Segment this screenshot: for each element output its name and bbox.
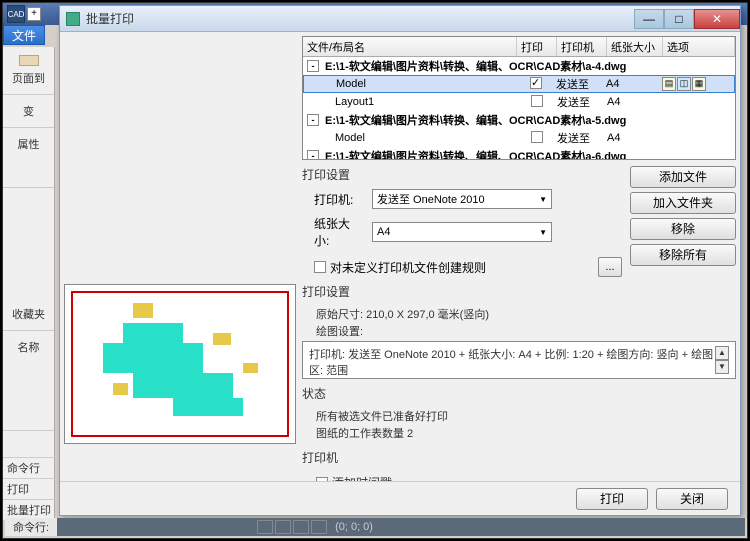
print-checkbox[interactable] bbox=[530, 77, 542, 89]
dialog-titlebar: 批量打印 — □ ✕ bbox=[60, 6, 740, 32]
paper-value: A4 bbox=[377, 226, 390, 238]
add-folder-button[interactable]: 加入文件夹 bbox=[630, 192, 736, 214]
opt-icon[interactable]: ▤ bbox=[662, 77, 676, 91]
opt-icon[interactable]: ▦ bbox=[692, 77, 706, 91]
status-coordinates: (0; 0; 0) bbox=[335, 521, 373, 533]
remove-button[interactable]: 移除 bbox=[630, 218, 736, 240]
options-cell: ▤◫▦ bbox=[662, 77, 734, 91]
dialog-icon bbox=[66, 12, 80, 26]
printer-cell: 发送至 bbox=[557, 94, 607, 110]
left-cmd[interactable]: 命令行 bbox=[3, 457, 55, 478]
status-icon[interactable] bbox=[275, 520, 291, 534]
table-header: 文件/布局名 打印 打印机 纸张大小 选项 bbox=[303, 37, 735, 57]
minimize-button[interactable]: — bbox=[634, 9, 664, 29]
paper-cell: A4 bbox=[606, 78, 662, 90]
print-button[interactable]: 打印 bbox=[576, 488, 648, 510]
undefined-rule-label: 对未定义打印机文件创建规则 bbox=[330, 259, 486, 276]
left-page-to[interactable]: 页面到 bbox=[3, 47, 54, 95]
config-text: 打印机: 发送至 OneNote 2010 + 纸张大小: A4 + 比例: 1… bbox=[309, 346, 715, 378]
th-name[interactable]: 文件/布局名 bbox=[303, 37, 517, 56]
status-sheets: 图纸的工作表数量 2 bbox=[302, 425, 736, 441]
paper-cell: A4 bbox=[607, 96, 663, 108]
dialog-footer: 打印 关闭 bbox=[60, 481, 740, 515]
left-panel: 页面到 变 属性 收藏夹 名称 命令行 打印 批量打印 bbox=[3, 47, 55, 520]
table-row[interactable]: -E:\1-软文编辑\图片资料\转换、编辑、OCR\CAD素材\a-6.dwg bbox=[303, 147, 735, 159]
chevron-down-icon: ▼ bbox=[539, 195, 547, 204]
opt-icon[interactable]: ◫ bbox=[677, 77, 691, 91]
left-batch[interactable]: 批量打印 bbox=[3, 499, 55, 520]
file-name: E:\1-软文编辑\图片资料\转换、编辑、OCR\CAD素材\a-6.dwg bbox=[323, 148, 735, 159]
th-options[interactable]: 选项 bbox=[663, 37, 735, 56]
layout-name: Model bbox=[304, 78, 516, 90]
preview-pane bbox=[64, 284, 296, 444]
layout-name: Model bbox=[303, 132, 517, 144]
main-window: CAD + 文件 页面到 变 属性 收藏夹 名称 命令行 打印 批量打印 批量打… bbox=[2, 2, 748, 539]
printer-cell: 发送至 bbox=[556, 76, 606, 92]
tree-toggle-icon[interactable]: - bbox=[307, 60, 319, 72]
left-favorites[interactable]: 收藏夹 bbox=[3, 298, 54, 331]
config-up-button[interactable]: ▲ bbox=[715, 346, 729, 360]
file-name: E:\1-软文编辑\图片资料\转换、编辑、OCR\CAD素材\a-4.dwg bbox=[323, 58, 735, 74]
table-body: -E:\1-软文编辑\图片资料\转换、编辑、OCR\CAD素材\a-4.dwgM… bbox=[303, 57, 735, 159]
th-paper[interactable]: 纸张大小 bbox=[607, 37, 663, 56]
paper-label: 纸张大小: bbox=[302, 215, 364, 249]
table-row[interactable]: Model 发送至A4 bbox=[303, 129, 735, 147]
chevron-down-icon: ▼ bbox=[539, 228, 547, 237]
printer-label: 打印机: bbox=[302, 191, 364, 208]
undefined-rule-checkbox[interactable] bbox=[314, 261, 326, 273]
left-page-to-label: 页面到 bbox=[7, 70, 50, 86]
layout-name: Layout1 bbox=[303, 96, 517, 108]
print-checkbox[interactable] bbox=[531, 131, 543, 143]
table-row[interactable]: -E:\1-软文编辑\图片资料\转换、编辑、OCR\CAD素材\a-5.dwg bbox=[303, 111, 735, 129]
page-icon bbox=[19, 55, 39, 66]
info-title: 打印设置 bbox=[302, 283, 736, 300]
original-size: 原始尺寸: 210,0 X 297,0 毫米(竖向) bbox=[302, 306, 736, 322]
print-checkbox[interactable] bbox=[531, 95, 543, 107]
paper-combo[interactable]: A4 ▼ bbox=[372, 222, 552, 242]
status-label: 命令行: bbox=[5, 518, 57, 536]
paper-cell: A4 bbox=[607, 132, 663, 144]
table-row[interactable]: Model 发送至A4▤◫▦ bbox=[303, 75, 735, 93]
preview-drawing bbox=[71, 291, 289, 437]
draw-settings-label: 绘图设置: bbox=[302, 323, 736, 339]
batch-print-dialog: 批量打印 — □ ✕ bbox=[59, 5, 741, 516]
table-row[interactable]: Layout1 发送至A4 bbox=[303, 93, 735, 111]
status-icon[interactable] bbox=[311, 520, 327, 534]
print-settings-title: 打印设置 bbox=[302, 166, 622, 183]
left-print[interactable]: 打印 bbox=[3, 478, 55, 499]
cad-logo-icon: CAD bbox=[7, 5, 25, 23]
file-menu[interactable]: 文件 bbox=[3, 25, 45, 45]
printer-cell: 发送至 bbox=[557, 130, 607, 146]
tree-toggle-icon[interactable]: - bbox=[307, 114, 319, 126]
browse-button[interactable]: ... bbox=[598, 257, 622, 277]
close-dialog-button[interactable]: 关闭 bbox=[656, 488, 728, 510]
dialog-title: 批量打印 bbox=[86, 10, 134, 27]
file-table: 文件/布局名 打印 打印机 纸张大小 选项 -E:\1-软文编辑\图片资料\转换… bbox=[302, 36, 736, 160]
config-down-button[interactable]: ▼ bbox=[715, 360, 729, 374]
printer-combo[interactable]: 发送至 OneNote 2010 ▼ bbox=[372, 189, 552, 209]
status-bar: 命令行: (0; 0; 0) bbox=[5, 518, 745, 536]
add-file-button[interactable]: 添加文件 bbox=[630, 166, 736, 188]
left-change[interactable]: 变 bbox=[3, 95, 54, 128]
table-row[interactable]: -E:\1-软文编辑\图片资料\转换、编辑、OCR\CAD素材\a-4.dwg bbox=[303, 57, 735, 75]
printer-section-title: 打印机 bbox=[302, 449, 736, 466]
maximize-button[interactable]: □ bbox=[664, 9, 694, 29]
plus-icon[interactable]: + bbox=[27, 7, 41, 21]
status-icon[interactable] bbox=[293, 520, 309, 534]
status-title: 状态 bbox=[302, 385, 736, 402]
tree-toggle-icon[interactable]: - bbox=[307, 150, 319, 159]
printer-value: 发送至 OneNote 2010 bbox=[377, 191, 485, 207]
file-name: E:\1-软文编辑\图片资料\转换、编辑、OCR\CAD素材\a-5.dwg bbox=[323, 112, 735, 128]
left-name[interactable]: 名称 bbox=[3, 331, 54, 431]
left-attr[interactable]: 属性 bbox=[3, 128, 54, 188]
th-printer[interactable]: 打印机 bbox=[557, 37, 607, 56]
close-button[interactable]: ✕ bbox=[694, 9, 740, 29]
config-box: 打印机: 发送至 OneNote 2010 + 纸张大小: A4 + 比例: 1… bbox=[302, 341, 736, 379]
status-ready: 所有被选文件已准备好打印 bbox=[302, 408, 736, 424]
status-icon[interactable] bbox=[257, 520, 273, 534]
th-print[interactable]: 打印 bbox=[517, 37, 557, 56]
remove-all-button[interactable]: 移除所有 bbox=[630, 244, 736, 266]
